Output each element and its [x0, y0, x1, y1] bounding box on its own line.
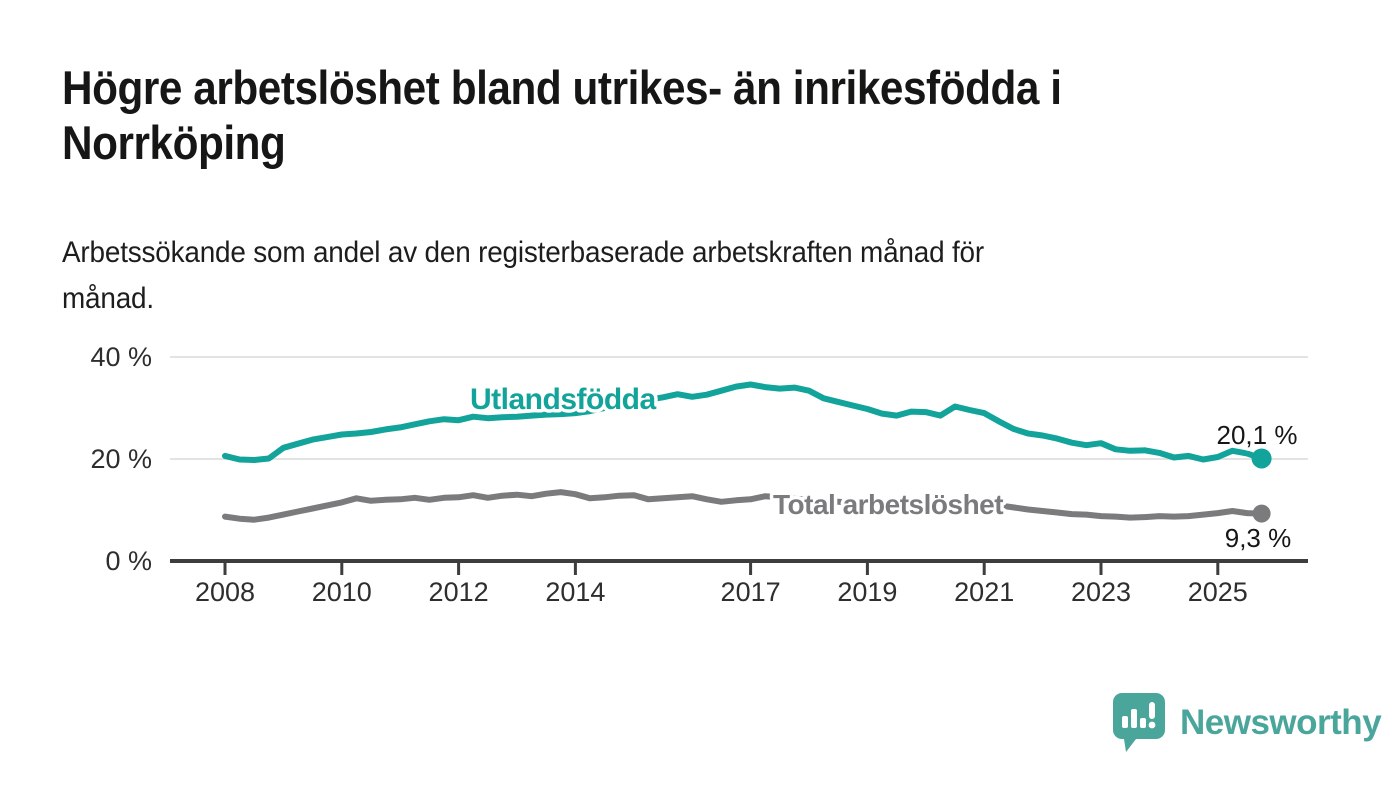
title-line-2: Norrköping	[62, 116, 286, 169]
data-series	[222, 381, 1272, 523]
logo-exclamation-dot	[1148, 721, 1156, 729]
x-tick-label-2021: 2021	[954, 577, 1014, 607]
y-gridlines	[170, 356, 1308, 460]
series-inline-labels: Utlandsfödda 20,1 % Total arbetslöshet 9,3 …	[467, 380, 1301, 557]
series-end-dot-total	[1252, 504, 1271, 523]
series-line-total	[222, 489, 1265, 523]
y-tick-label-0: 0 %	[105, 546, 152, 576]
series-end-value-label-total: 9,3 %	[1225, 523, 1292, 553]
x-tick-label-2017: 2017	[721, 577, 781, 607]
subtitle-line-2: månad.	[62, 282, 154, 315]
x-tick-label-2019: 2019	[837, 577, 897, 607]
y-tick-label-20: 20 %	[90, 444, 152, 474]
x-axis-tick-labels: 2008 2010 2012 2014 2017 2019 2021 2023 2025	[195, 577, 1248, 607]
logo-bubble-shape	[1113, 693, 1165, 752]
series-label-total: Total arbetslöshet	[773, 489, 1003, 520]
title-line-1: Högre arbetslöshet bland utrikes- än inr…	[62, 61, 1062, 114]
series-label-utlandsfodda: Utlandsfödda	[470, 383, 656, 416]
newsworthy-logo-icon	[1113, 693, 1165, 752]
x-tick-label-2025: 2025	[1188, 577, 1248, 607]
x-axis	[170, 559, 1308, 575]
logo-bar-2	[1131, 709, 1137, 728]
chart-subtitle: Arbetssökande som andel av den registerb…	[62, 230, 984, 322]
logo-bar-1	[1122, 716, 1128, 728]
newsworthy-brand: Newsworthy	[1112, 692, 1382, 754]
logo-bar-3	[1140, 718, 1146, 728]
x-tick-label-2023: 2023	[1071, 577, 1131, 607]
subtitle-line-1: Arbetssökande som andel av den registerb…	[62, 236, 984, 269]
logo-exclamation-stem	[1149, 702, 1155, 719]
series-end-value-label-utlandsfodda: 20,1 %	[1217, 420, 1298, 450]
x-tick-label-2014: 2014	[545, 577, 605, 607]
x-tick-label-2012: 2012	[429, 577, 489, 607]
newsworthy-logo-text: Newsworthy	[1180, 703, 1382, 742]
series-end-dot-utlandsfodda	[1251, 448, 1272, 469]
y-axis-tick-labels: 0 % 20 % 40 %	[90, 342, 152, 576]
y-tick-label-40: 40 %	[90, 342, 152, 372]
page-title: Högre arbetslöshet bland utrikes- än inr…	[62, 60, 1062, 170]
x-tick-label-2008: 2008	[195, 577, 255, 607]
x-tick-label-2010: 2010	[312, 577, 372, 607]
series-line-utlandsfodda	[222, 381, 1265, 463]
